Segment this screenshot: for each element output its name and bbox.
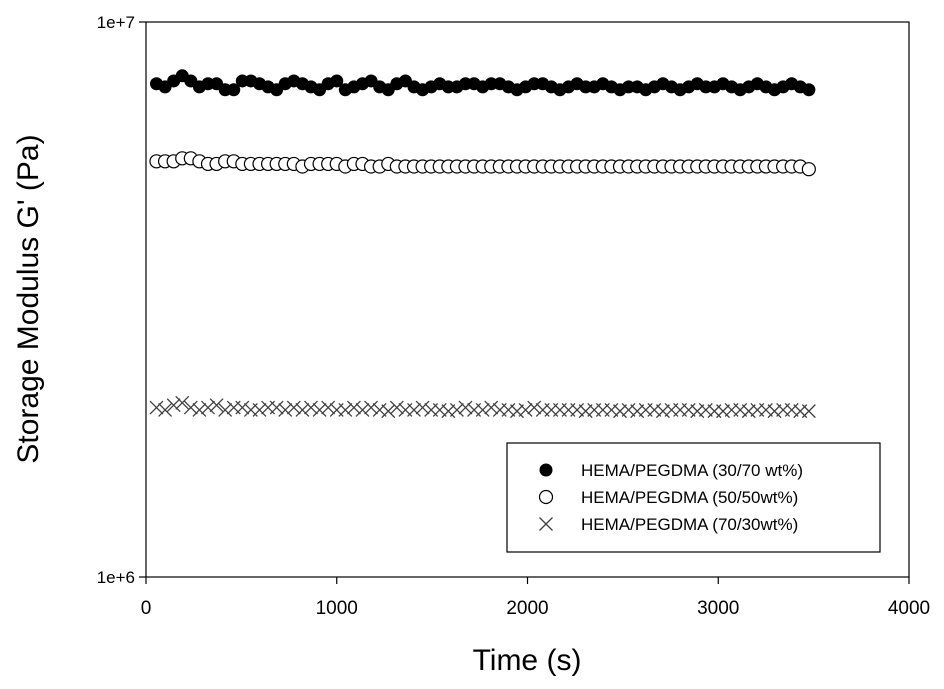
legend-entry-1: HEMA/PEGDMA (30/70 wt%) xyxy=(539,461,803,480)
data-point xyxy=(647,402,662,417)
data-point xyxy=(716,404,730,419)
legend-box xyxy=(506,442,881,553)
data-point xyxy=(158,402,173,417)
data-point xyxy=(613,404,627,419)
data-point xyxy=(570,402,585,417)
data-point xyxy=(372,402,387,417)
x-axis: 0 1000 2000 3000 4000 xyxy=(141,577,930,619)
x-tick-label: 3000 xyxy=(697,598,739,619)
x-tick-label: 2000 xyxy=(506,598,548,619)
data-point xyxy=(655,404,670,419)
data-point xyxy=(801,162,816,177)
data-point xyxy=(767,404,782,419)
data-point xyxy=(449,402,464,417)
data-point xyxy=(432,402,447,417)
data-point xyxy=(415,400,430,415)
data-point xyxy=(441,404,456,419)
data-point xyxy=(235,400,250,415)
legend-entry-2: HEMA/PEGDMA (50/50wt%) xyxy=(538,488,798,507)
data-point xyxy=(227,83,241,97)
data-point xyxy=(681,402,696,417)
data-point xyxy=(758,402,773,417)
legend-marker-x xyxy=(539,517,553,531)
legend-entry-3: HEMA/PEGDMA (70/30wt%) xyxy=(539,515,798,534)
data-point xyxy=(501,402,516,417)
data-point xyxy=(252,402,267,417)
data-point xyxy=(407,402,421,417)
series-2 xyxy=(149,151,816,177)
data-point xyxy=(578,404,593,419)
data-point xyxy=(295,402,310,417)
data-point xyxy=(364,400,379,415)
x-axis-label: Time (s) xyxy=(473,644,582,677)
data-point xyxy=(527,400,542,415)
data-point xyxy=(733,402,748,417)
data-point xyxy=(510,404,524,419)
data-point xyxy=(346,400,361,415)
y-tick-label: 1e+6 xyxy=(97,568,135,587)
legend-label-1: HEMA/PEGDMA (30/70 wt%) xyxy=(581,461,803,480)
data-point xyxy=(278,402,293,417)
y-axis: 1e+6 1e+7 xyxy=(97,13,146,587)
data-point xyxy=(475,402,490,417)
data-point xyxy=(201,400,215,415)
legend: HEMA/PEGDMA (30/70 wt%) HEMA/PEGDMA (50/… xyxy=(506,442,881,553)
data-point xyxy=(338,402,353,417)
y-tick-label: 1e+7 xyxy=(97,13,135,32)
data-point xyxy=(209,398,224,413)
x-tick-label: 4000 xyxy=(888,598,930,619)
legend-marker-filled-circle xyxy=(539,463,553,477)
x-tick-label: 0 xyxy=(141,598,152,619)
data-point xyxy=(741,404,756,419)
data-point xyxy=(630,404,645,419)
data-point xyxy=(389,400,404,415)
data-point xyxy=(269,400,284,415)
data-point xyxy=(192,402,207,417)
data-point xyxy=(166,398,181,413)
data-point xyxy=(321,400,336,415)
series-layer xyxy=(149,69,816,419)
data-point xyxy=(381,404,396,419)
data-point xyxy=(175,395,190,410)
data-point xyxy=(183,400,198,415)
legend-label-2: HEMA/PEGDMA (50/50wt%) xyxy=(581,488,798,507)
data-point xyxy=(355,402,370,417)
data-point xyxy=(458,400,473,415)
series-1 xyxy=(149,69,816,97)
data-point xyxy=(484,400,499,415)
data-point xyxy=(312,402,327,417)
legend-label-3: HEMA/PEGDMA (70/30wt%) xyxy=(581,515,798,534)
data-point xyxy=(801,404,816,419)
data-point xyxy=(690,404,705,419)
y-axis-label: Storage Modulus G' (Pa) xyxy=(12,134,45,463)
data-point xyxy=(304,400,318,415)
data-point xyxy=(286,400,301,415)
data-point xyxy=(698,402,713,417)
data-point xyxy=(149,400,164,415)
legend-marker-open-circle xyxy=(538,489,554,505)
data-point xyxy=(330,74,344,88)
x-tick-label: 1000 xyxy=(316,598,358,619)
data-point xyxy=(802,83,816,97)
data-point xyxy=(621,402,636,417)
data-point xyxy=(218,402,233,417)
data-point xyxy=(784,402,799,417)
series-3 xyxy=(149,395,816,419)
data-point xyxy=(604,402,619,417)
data-point xyxy=(518,402,533,417)
